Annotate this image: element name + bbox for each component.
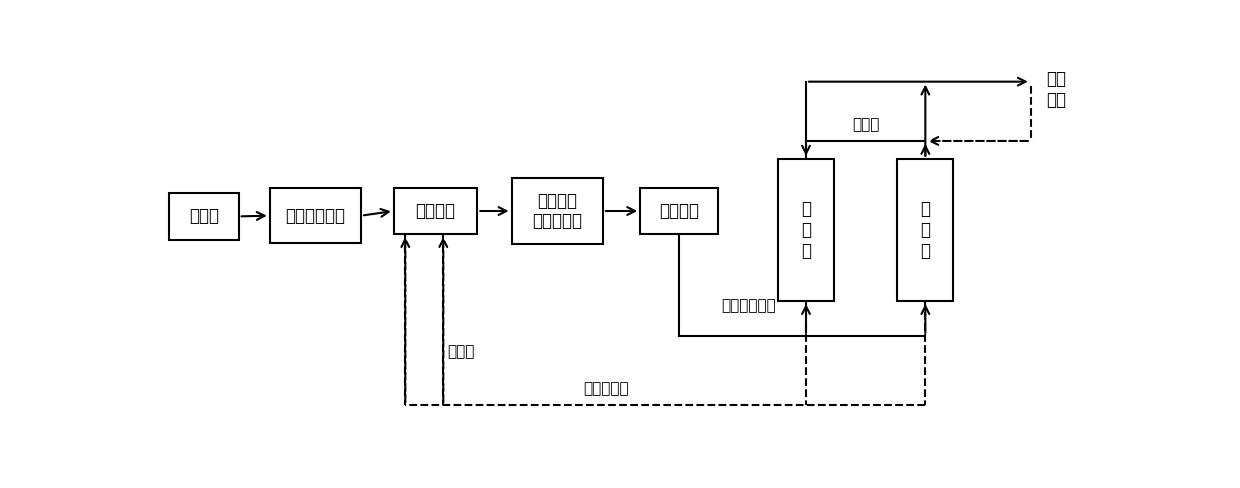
Text: 甲烷催化
热裂解反应: 甲烷催化 热裂解反应 (532, 192, 583, 230)
Text: 燃烧气: 燃烧气 (448, 344, 475, 359)
Text: 反应循环气: 反应循环气 (583, 381, 629, 396)
Text: 反应混合气体: 反应混合气体 (722, 298, 776, 313)
Bar (394, 188, 477, 234)
Text: 吸
附
塔: 吸 附 塔 (801, 200, 811, 260)
Text: 氢气
产品: 氢气 产品 (1047, 70, 1066, 109)
Bar (779, 159, 835, 301)
Text: 冷却过滤: 冷却过滤 (658, 202, 699, 220)
Bar (270, 188, 361, 244)
Bar (898, 159, 954, 301)
Text: 吸
附
塔: 吸 附 塔 (920, 200, 930, 260)
Text: 脱硫脱烃脱水: 脱硫脱烃脱水 (285, 206, 346, 224)
Bar (169, 193, 238, 240)
Text: 天然气: 天然气 (188, 207, 218, 225)
Text: 压缩加热: 压缩加热 (415, 202, 455, 220)
Bar (511, 178, 603, 244)
Bar (640, 188, 718, 234)
Text: 冲洗气: 冲洗气 (852, 117, 879, 132)
